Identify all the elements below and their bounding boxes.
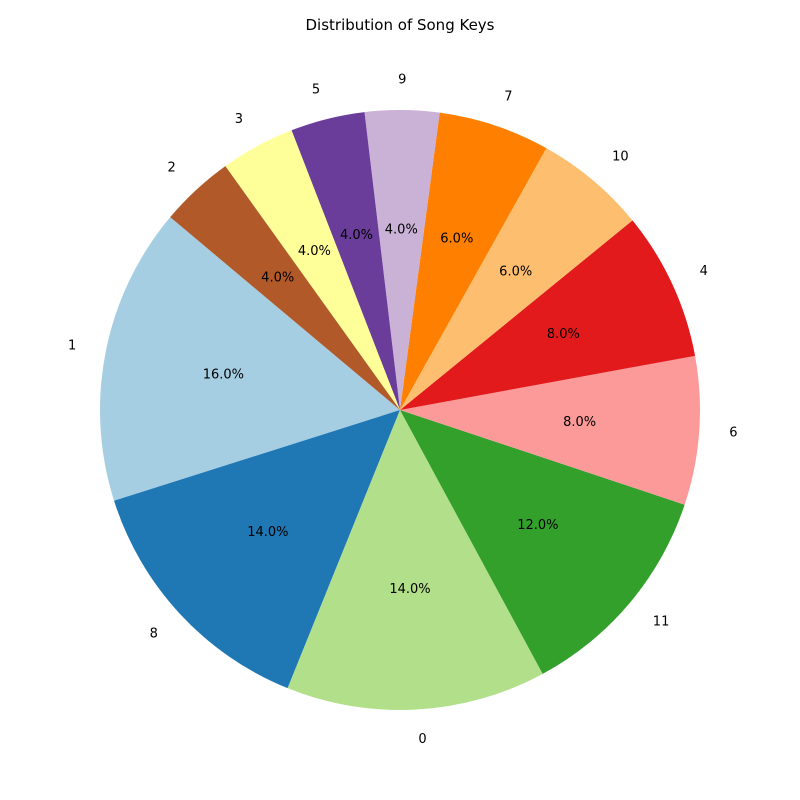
slice-label-1: 1	[68, 338, 76, 353]
pie-slice-8	[114, 410, 400, 689]
slice-label-10: 10	[612, 150, 629, 165]
pie-slice-4	[400, 220, 696, 410]
slice-pct-3: 4.0%	[298, 244, 331, 259]
slice-pct-1: 16.0%	[203, 368, 244, 383]
slice-pct-0: 14.0%	[389, 582, 430, 597]
slice-label-7: 7	[504, 89, 512, 104]
slice-label-3: 3	[235, 112, 243, 127]
slice-label-8: 8	[150, 627, 158, 642]
slice-pct-2: 4.0%	[261, 270, 294, 285]
chart-title: Distribution of Song Keys	[305, 16, 494, 34]
slice-pct-7: 6.0%	[440, 232, 473, 247]
slice-pct-5: 4.0%	[340, 228, 373, 243]
pie-slice-10	[400, 148, 633, 410]
pie-slice-0	[287, 410, 543, 711]
slice-pct-10: 6.0%	[499, 265, 532, 280]
slice-pct-11: 12.0%	[517, 518, 558, 533]
pie-slice-3	[225, 130, 400, 411]
slice-label-4: 4	[700, 264, 708, 279]
slice-label-6: 6	[729, 426, 737, 441]
pie-labels: 1 16.0% 8 14.0% 0 14.0% 11 12.0% 6 8.0% 4 8.0% 10 6.0…	[68, 73, 737, 748]
slice-label-9: 9	[398, 73, 406, 88]
slice-label-0: 0	[418, 732, 426, 747]
pie-slice-6	[400, 355, 700, 505]
pie-slices	[99, 110, 700, 711]
slice-pct-9: 4.0%	[385, 223, 418, 238]
pie-slice-2	[170, 166, 400, 410]
pie-slice-1	[99, 217, 400, 501]
pie-slice-9	[364, 110, 440, 411]
slice-pct-8: 14.0%	[247, 525, 288, 540]
slice-label-5: 5	[312, 82, 320, 97]
pie-slice-5	[291, 112, 400, 411]
pie-slice-11	[400, 410, 685, 674]
pie-slice-7	[400, 112, 547, 410]
slice-label-11: 11	[653, 615, 670, 630]
slice-label-2: 2	[168, 160, 176, 175]
slice-pct-6: 8.0%	[563, 415, 596, 430]
slice-pct-4: 8.0%	[547, 327, 580, 342]
